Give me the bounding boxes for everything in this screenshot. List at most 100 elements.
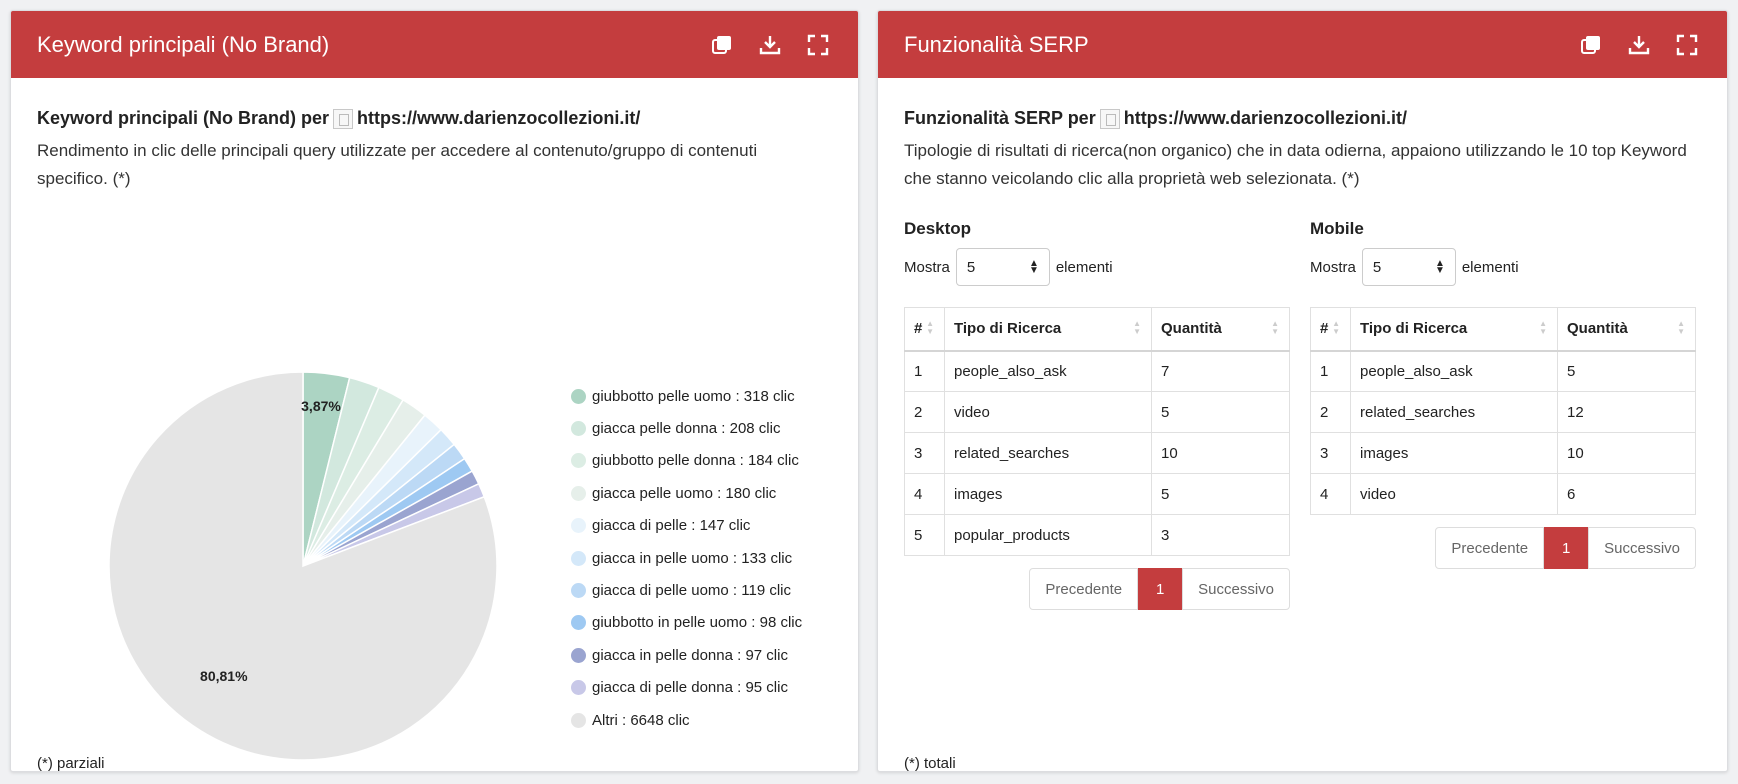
table-row: 4 video 6 (1310, 473, 1696, 515)
table-row: 1 people_also_ask 7 (904, 350, 1290, 392)
legend-swatch (571, 453, 586, 469)
cell-qty: 5 (1151, 391, 1290, 433)
legend-label: Altri : 6648 clic (592, 711, 690, 729)
serp-footnote: (*) totali (904, 755, 956, 772)
cell-num: 2 (904, 391, 945, 433)
col-header-qty[interactable]: Quantità ▲ ▼ (1557, 307, 1696, 352)
sort-icon: ▲ ▼ (926, 319, 934, 336)
sort-icon: ▲ ▼ (1539, 319, 1547, 336)
copy-icon[interactable] (1577, 31, 1605, 59)
site-favicon-icon (333, 108, 354, 129)
table-row: 3 images 10 (1310, 432, 1696, 474)
keyword-card-title: Keyword principali (No Brand) (37, 31, 330, 57)
desktop-page-length-select[interactable]: 5 ▲ ▼ (955, 248, 1050, 286)
col-header-num[interactable]: # ▲ ▼ (1310, 307, 1351, 352)
col-header-qty[interactable]: Quantità ▲ ▼ (1151, 307, 1290, 352)
legend-swatch (571, 712, 586, 728)
table-header-row: # ▲ ▼ Tipo di Ricerca ▲ ▼ Quantità ▲ ▼ (904, 307, 1290, 352)
legend-item[interactable]: giacca di pelle : 147 clic (571, 510, 802, 542)
cell-type: related_searches (944, 432, 1152, 474)
page-1-button[interactable]: 1 (1544, 527, 1589, 569)
cell-qty: 10 (1557, 432, 1696, 474)
legend-label: giubbotto pelle uomo : 318 clic (592, 387, 795, 405)
select-arrows-icon: ▲ ▼ (1028, 258, 1039, 276)
page-length-value: 5 (1372, 258, 1382, 276)
legend-item[interactable]: giacca di pelle donna : 95 clic (571, 672, 802, 704)
legend-swatch (571, 615, 586, 631)
legend-swatch (571, 421, 586, 437)
serp-subtitle-text: Funzionalità SERP per (904, 108, 1096, 128)
download-icon[interactable] (1625, 31, 1653, 59)
serp-card-body: Funzionalità SERP per https://www.darien… (878, 108, 1727, 772)
desktop-length-control: Mostra 5 ▲ ▼ elementi (904, 247, 1290, 287)
elements-label: elementi (1055, 258, 1113, 276)
cell-qty: 7 (1151, 350, 1290, 392)
prev-page-button[interactable]: Precedente (1029, 568, 1139, 610)
cell-qty: 3 (1151, 514, 1290, 556)
cell-qty: 5 (1151, 473, 1290, 515)
legend-label: giacca in pelle donna : 97 clic (592, 646, 788, 664)
legend-item[interactable]: Altri : 6648 clic (571, 704, 802, 736)
legend-item[interactable]: giacca in pelle uomo : 133 clic (571, 542, 802, 574)
table-row: 4 images 5 (904, 473, 1290, 515)
serp-card-header: Funzionalità SERP (878, 11, 1727, 78)
copy-icon[interactable] (708, 31, 736, 59)
legend-item[interactable]: giacca pelle uomo : 180 clic (571, 477, 802, 509)
serp-card-actions (1577, 31, 1701, 59)
pie-slice[interactable] (108, 371, 498, 761)
next-page-button[interactable]: Successivo (1588, 527, 1696, 569)
next-page-button[interactable]: Successivo (1182, 568, 1290, 610)
col-header-type[interactable]: Tipo di Ricerca ▲ ▼ (944, 307, 1152, 352)
table-row: 2 video 5 (904, 391, 1290, 433)
table-row: 5 popular_products 3 (904, 514, 1290, 556)
page-1-button[interactable]: 1 (1138, 568, 1183, 610)
serp-tables: Desktop Mostra 5 ▲ ▼ elementi # ▲ ▼ Tipo di… (904, 219, 1701, 719)
legend-item[interactable]: giubbotto pelle uomo : 318 clic (571, 380, 802, 412)
legend-item[interactable]: giacca di pelle uomo : 119 clic (571, 574, 802, 606)
col-header-num[interactable]: # ▲ ▼ (904, 307, 945, 352)
table-row: 2 related_searches 12 (1310, 391, 1696, 433)
col-header-type[interactable]: Tipo di Ricerca ▲ ▼ (1350, 307, 1558, 352)
mobile-table: # ▲ ▼ Tipo di Ricerca ▲ ▼ Quantità ▲ ▼ 1 people… (1310, 307, 1696, 515)
keyword-footnote: (*) parziali (37, 755, 105, 772)
serp-card-title: Funzionalità SERP (904, 31, 1089, 57)
mobile-page-length-select[interactable]: 5 ▲ ▼ (1361, 248, 1456, 286)
mobile-length-control: Mostra 5 ▲ ▼ elementi (1310, 247, 1696, 287)
legend-label: giacca di pelle : 147 clic (592, 517, 751, 535)
pie-data-label: 3,87% (301, 398, 341, 414)
serp-card: Funzionalità SERP Funzionalità SERP per … (877, 10, 1728, 772)
page-length-value: 5 (966, 258, 976, 276)
keyword-subtitle-text: Keyword principali (No Brand) per (37, 108, 330, 128)
legend-item[interactable]: giacca pelle donna : 208 clic (571, 412, 802, 444)
sort-icon: ▲ ▼ (1271, 319, 1279, 336)
desktop-title: Desktop (904, 219, 972, 238)
legend-item[interactable]: giubbotto pelle donna : 184 clic (571, 445, 802, 477)
cell-type: popular_products (944, 514, 1152, 556)
cell-qty: 12 (1557, 391, 1696, 433)
keyword-card-body: Keyword principali (No Brand) per https:… (11, 108, 858, 772)
site-favicon-icon (1099, 108, 1120, 129)
cell-num: 4 (904, 473, 945, 515)
mobile-block: Mobile Mostra 5 ▲ ▼ elementi # ▲ ▼ Tipo di … (1310, 219, 1696, 569)
download-icon[interactable] (756, 31, 784, 59)
mobile-title: Mobile (1310, 219, 1364, 238)
legend-item[interactable]: giubbotto in pelle uomo : 98 clic (571, 607, 802, 639)
legend-label: giacca di pelle uomo : 119 clic (592, 582, 791, 600)
elements-label: elementi (1461, 258, 1519, 276)
mobile-pagination: Precedente 1 Successivo (1310, 527, 1696, 569)
cell-type: images (1350, 432, 1558, 474)
prev-page-button[interactable]: Precedente (1435, 527, 1545, 569)
fullscreen-icon[interactable] (804, 31, 832, 59)
cell-type: images (944, 473, 1152, 515)
keyword-pie-chart: 3,87% 80,81% (108, 371, 498, 761)
fullscreen-icon[interactable] (1673, 31, 1701, 59)
cell-type: video (1350, 473, 1558, 515)
legend-item[interactable]: giacca in pelle donna : 97 clic (571, 639, 802, 671)
serp-subtitle: Funzionalità SERP per https://www.darien… (904, 108, 1701, 129)
cell-num: 2 (1310, 391, 1351, 433)
cell-qty: 5 (1557, 350, 1696, 392)
keyword-card-header: Keyword principali (No Brand) (11, 11, 858, 78)
cell-num: 1 (1310, 350, 1351, 392)
sort-icon: ▲ ▼ (1332, 319, 1340, 336)
cell-qty: 6 (1557, 473, 1696, 515)
